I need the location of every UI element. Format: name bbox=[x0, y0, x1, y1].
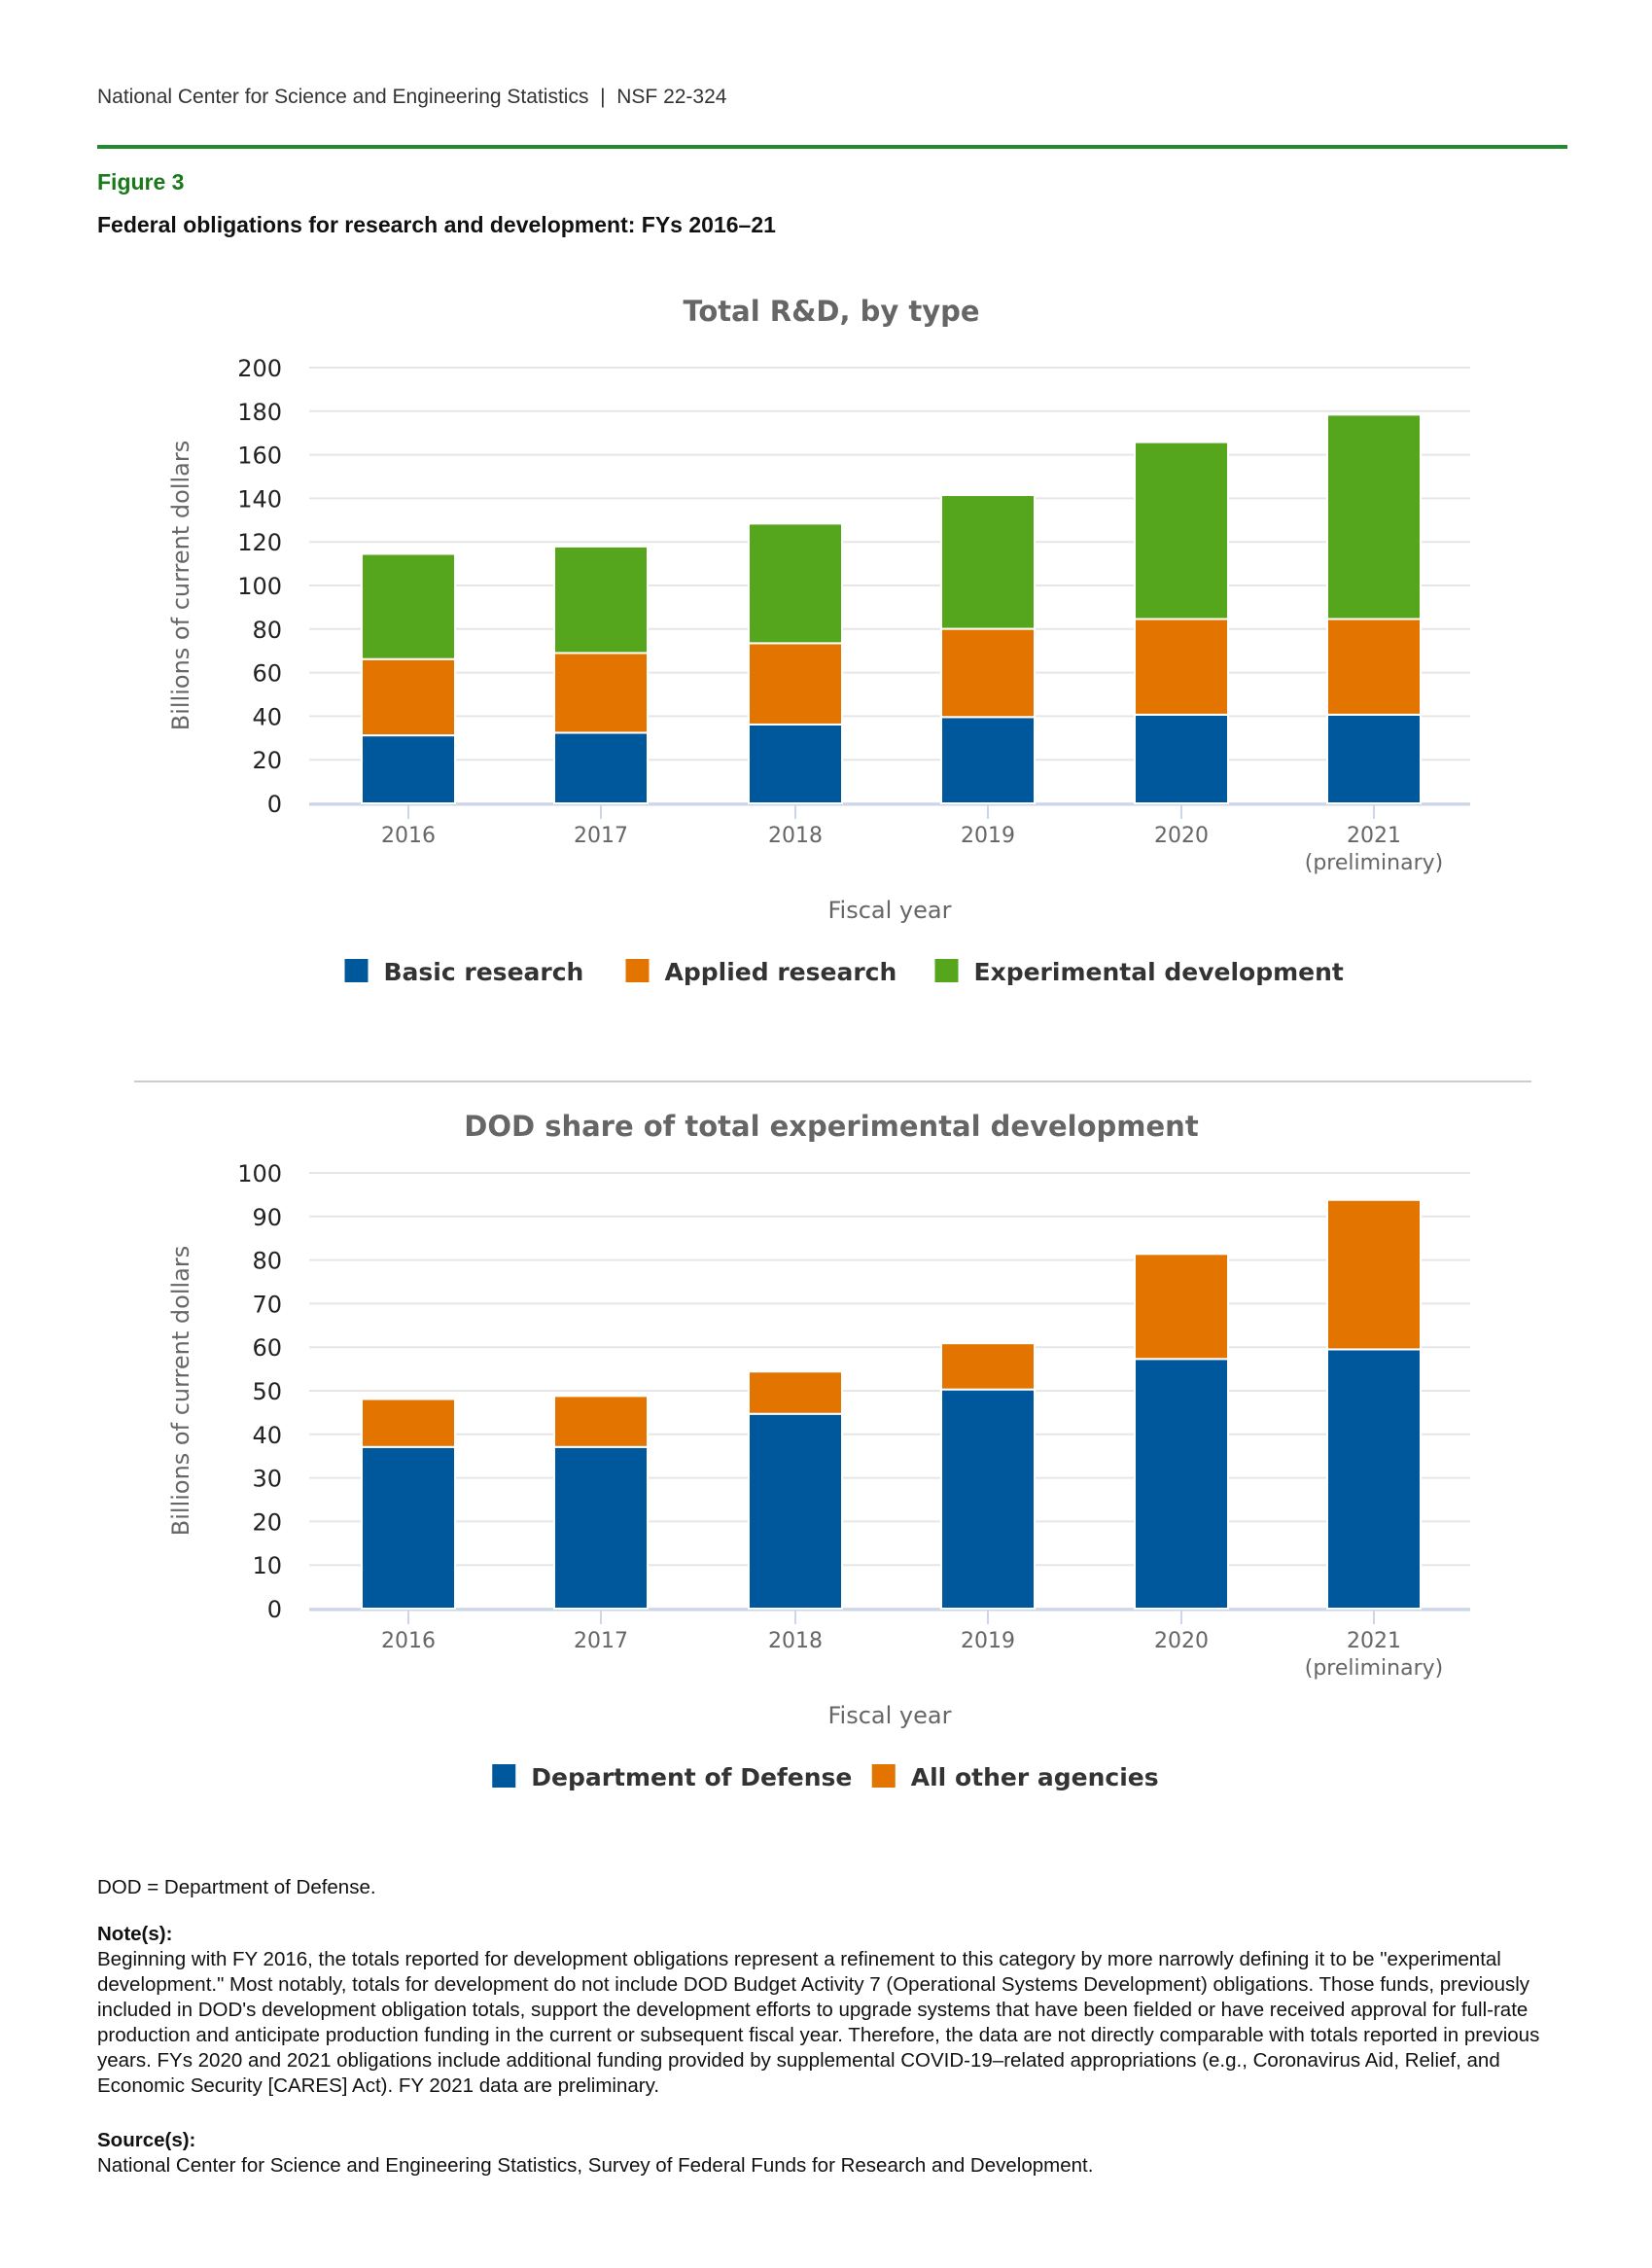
bar-applied-research-2020 bbox=[1134, 618, 1229, 716]
y-tick-label: 80 bbox=[252, 617, 282, 644]
y-tick-label: 120 bbox=[237, 529, 282, 556]
bar-all-other-agencies-2021 bbox=[1326, 1198, 1422, 1351]
bar-experimental-development-2019 bbox=[940, 494, 1036, 630]
y-tick-label: 40 bbox=[252, 703, 282, 730]
source-text: National Center for Science and Engineer… bbox=[97, 2154, 1094, 2177]
x-tick-label: 2016 bbox=[381, 1629, 436, 1653]
bar-experimental-development-2017 bbox=[553, 545, 649, 655]
bar-basic-research-2019 bbox=[940, 716, 1036, 804]
y-tick-label: 70 bbox=[252, 1291, 282, 1318]
notes-label: Note(s): bbox=[97, 1923, 173, 1945]
bar-all-other-agencies-2018 bbox=[748, 1370, 843, 1415]
y-tick-label: 100 bbox=[237, 573, 282, 600]
bar-basic-research-2021 bbox=[1326, 713, 1422, 804]
x-tick-label: 2017 bbox=[574, 824, 628, 848]
bar-basic-research-2016 bbox=[361, 734, 456, 804]
bar-experimental-development-2021 bbox=[1326, 413, 1422, 620]
y-tick-label: 160 bbox=[237, 443, 282, 470]
legend-swatch bbox=[344, 959, 369, 982]
y-axis-label: Billions of current dollars bbox=[167, 441, 194, 730]
x-tick-label: 2021 bbox=[1347, 824, 1401, 848]
bar-applied-research-2019 bbox=[940, 627, 1036, 719]
bar-all-other-agencies-2017 bbox=[553, 1395, 649, 1448]
x-tick-label: 2020 bbox=[1154, 824, 1209, 848]
y-tick-label: 80 bbox=[252, 1248, 282, 1275]
x-tick-label: 2018 bbox=[768, 824, 823, 848]
header-rule bbox=[97, 145, 1567, 149]
abbreviation-note: DOD = Department of Defense. bbox=[97, 1876, 376, 1898]
y-tick-label: 200 bbox=[237, 355, 282, 382]
bar-department-of-defense-2016 bbox=[361, 1445, 456, 1610]
chart-divider bbox=[134, 1081, 1531, 1082]
chart-dod-share: DOD share of total experimental developm… bbox=[167, 1110, 1470, 1791]
chart-title: DOD share of total experimental developm… bbox=[464, 1110, 1199, 1143]
x-tick-label: 2019 bbox=[961, 824, 1015, 848]
figure-title: Federal obligations for research and dev… bbox=[97, 212, 776, 237]
x-tick-label: 2017 bbox=[574, 1629, 628, 1653]
bar-department-of-defense-2021 bbox=[1326, 1348, 1422, 1610]
legend-label: All other agencies bbox=[911, 1763, 1159, 1791]
y-tick-label: 90 bbox=[252, 1204, 282, 1231]
y-tick-label: 100 bbox=[237, 1160, 282, 1187]
bar-department-of-defense-2019 bbox=[940, 1388, 1036, 1610]
bar-experimental-development-2016 bbox=[361, 552, 456, 660]
y-tick-label: 0 bbox=[267, 791, 282, 818]
x-axis-label: Fiscal year bbox=[828, 1702, 952, 1729]
y-tick-label: 10 bbox=[252, 1552, 282, 1579]
y-tick-label: 60 bbox=[252, 660, 282, 688]
x-tick-label: 2021 bbox=[1347, 1629, 1401, 1653]
y-tick-label: 50 bbox=[252, 1378, 282, 1405]
bar-experimental-development-2018 bbox=[748, 522, 843, 645]
legend-swatch bbox=[492, 1764, 516, 1788]
legend-swatch bbox=[625, 959, 650, 982]
legend-label: Department of Defense bbox=[531, 1763, 852, 1791]
bar-applied-research-2021 bbox=[1326, 618, 1422, 716]
y-tick-label: 180 bbox=[237, 399, 282, 426]
bar-department-of-defense-2018 bbox=[748, 1412, 843, 1610]
x-tick-label: 2018 bbox=[768, 1629, 823, 1653]
x-tick-label: 2019 bbox=[961, 1629, 1015, 1653]
source-label: Source(s): bbox=[97, 2129, 196, 2151]
bar-all-other-agencies-2019 bbox=[940, 1342, 1036, 1391]
y-tick-label: 40 bbox=[252, 1422, 282, 1449]
bar-all-other-agencies-2020 bbox=[1134, 1253, 1229, 1361]
x-axis-label: Fiscal year bbox=[828, 897, 952, 924]
y-axis-label: Billions of current dollars bbox=[167, 1246, 194, 1536]
bar-applied-research-2017 bbox=[553, 652, 649, 734]
legend-swatch bbox=[871, 1764, 896, 1788]
figure-number: Figure 3 bbox=[97, 169, 185, 195]
bar-basic-research-2017 bbox=[553, 731, 649, 805]
chart-total-rd-by-type: Total R&D, by type 0 20 40 60 80 100 120 140 160 1… bbox=[167, 295, 1470, 986]
bar-applied-research-2018 bbox=[748, 642, 843, 726]
x-tick-label: 2016 bbox=[381, 824, 436, 848]
bar-basic-research-2018 bbox=[748, 723, 843, 804]
legend-label: Applied research bbox=[665, 958, 897, 986]
legend-swatch bbox=[934, 959, 959, 982]
y-tick-label: 20 bbox=[252, 747, 282, 774]
x-tick-sublabel: (preliminary) bbox=[1305, 851, 1443, 875]
bar-all-other-agencies-2016 bbox=[361, 1398, 456, 1448]
y-tick-label: 0 bbox=[267, 1596, 282, 1623]
legend-label: Basic research bbox=[384, 958, 584, 986]
x-tick-label: 2020 bbox=[1154, 1629, 1209, 1653]
chart-title: Total R&D, by type bbox=[683, 295, 979, 328]
y-tick-label: 20 bbox=[252, 1508, 282, 1536]
x-tick-sublabel: (preliminary) bbox=[1305, 1656, 1443, 1681]
bar-applied-research-2016 bbox=[361, 657, 456, 737]
bar-basic-research-2020 bbox=[1134, 713, 1229, 804]
bar-department-of-defense-2017 bbox=[553, 1445, 649, 1610]
y-tick-label: 60 bbox=[252, 1334, 282, 1362]
y-tick-label: 140 bbox=[237, 485, 282, 513]
report-header: National Center for Science and Engineer… bbox=[97, 86, 727, 108]
bar-department-of-defense-2020 bbox=[1134, 1358, 1229, 1610]
notes-text: Beginning with FY 2016, the totals repor… bbox=[97, 1948, 1540, 2097]
legend-label: Experimental development bbox=[974, 958, 1344, 986]
bar-experimental-development-2020 bbox=[1134, 441, 1229, 620]
y-tick-label: 30 bbox=[252, 1466, 282, 1493]
